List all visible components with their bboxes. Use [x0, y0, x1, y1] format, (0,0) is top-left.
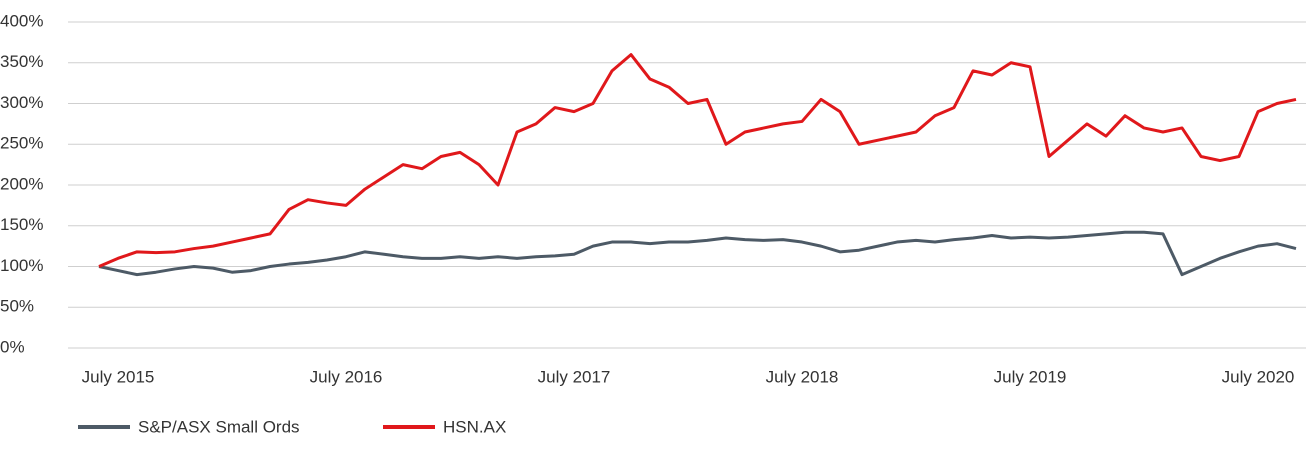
y-tick-label: 0%: [0, 337, 25, 356]
legend-label: S&P/ASX Small Ords: [138, 417, 300, 436]
y-tick-label: 400%: [0, 11, 43, 30]
y-tick-label: 250%: [0, 134, 43, 153]
x-tick-label: July 2018: [766, 367, 839, 386]
y-tick-label: 300%: [0, 93, 43, 112]
y-tick-label: 100%: [0, 256, 43, 275]
legend-label: HSN.AX: [443, 417, 506, 436]
x-tick-label: July 2016: [310, 367, 383, 386]
x-tick-label: July 2019: [994, 367, 1067, 386]
x-tick-label: July 2015: [82, 367, 155, 386]
series-line: [98, 53, 1297, 268]
x-tick-label: July 2020: [1222, 367, 1295, 386]
y-tick-label: 150%: [0, 215, 43, 234]
x-tick-label: July 2017: [538, 367, 611, 386]
y-tick-label: 50%: [0, 297, 34, 316]
y-tick-label: 200%: [0, 174, 43, 193]
y-tick-label: 350%: [0, 52, 43, 71]
series-line: [98, 230, 1297, 277]
